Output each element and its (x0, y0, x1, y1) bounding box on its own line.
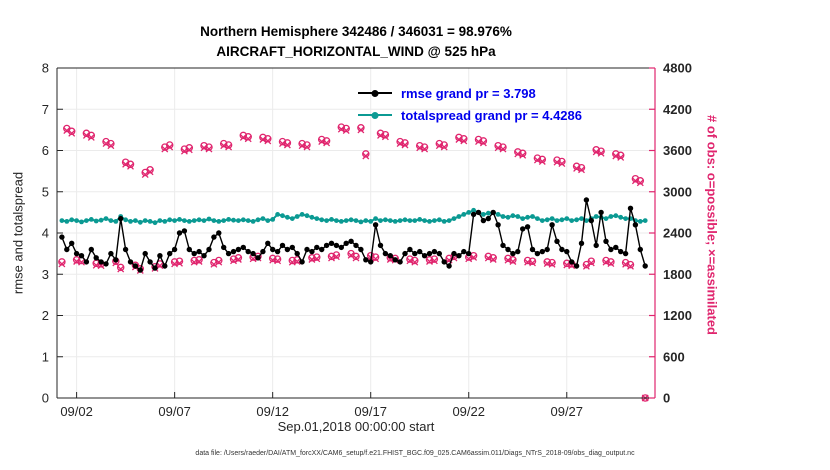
totalspread-line-swatch (358, 114, 392, 116)
left-axis-label: rmse and totalspread (10, 171, 26, 295)
svg-text:4: 4 (42, 226, 49, 241)
svg-text:3: 3 (42, 267, 49, 282)
svg-text:7: 7 (42, 102, 49, 117)
svg-text:1800: 1800 (663, 267, 692, 282)
rmse-line-swatch (358, 92, 392, 94)
svg-text:2: 2 (42, 308, 49, 323)
svg-text:600: 600 (663, 349, 685, 364)
svg-text:3600: 3600 (663, 143, 692, 158)
svg-text:09/12: 09/12 (256, 404, 289, 419)
svg-text:6: 6 (42, 143, 49, 158)
x-axis-label: Sep.01,2018 00:00:00 start (277, 419, 435, 434)
chart-subtitle: AIRCRAFT_HORIZONTAL_WIND @ 525 hPa (216, 44, 496, 59)
svg-text:09/22: 09/22 (452, 404, 485, 419)
svg-text:1: 1 (42, 349, 49, 364)
svg-text:2400: 2400 (663, 226, 692, 241)
svg-text:0: 0 (663, 391, 670, 406)
right-axis-label: # of obs: o=possible; ×=assimilated (704, 115, 720, 335)
svg-text:4800: 4800 (663, 61, 692, 76)
svg-text:09/02: 09/02 (60, 404, 93, 419)
svg-text:5: 5 (42, 184, 49, 199)
chart-title: Northern Hemisphere 342486 / 346031 = 98… (200, 24, 512, 39)
svg-text:09/17: 09/17 (354, 404, 387, 419)
legend-label-totalspread: totalspread grand pr = 4.4286 (401, 107, 582, 123)
svg-text:3000: 3000 (663, 184, 692, 199)
svg-text:09/07: 09/07 (158, 404, 191, 419)
svg-text:1200: 1200 (663, 308, 692, 323)
legend-item-rmse: rmse grand pr = 3.798 (358, 82, 582, 104)
svg-text:09/27: 09/27 (550, 404, 583, 419)
legend: rmse grand pr = 3.798 totalspread grand … (358, 82, 582, 126)
svg-text:0: 0 (42, 391, 49, 406)
legend-item-totalspread: totalspread grand pr = 4.4286 (358, 104, 582, 126)
svg-text:4200: 4200 (663, 102, 692, 117)
svg-text:8: 8 (42, 61, 49, 76)
legend-label-rmse: rmse grand pr = 3.798 (401, 85, 536, 101)
data-file-caption: data file: /Users/raeder/DAI/ATM_forcXX/… (195, 450, 635, 457)
